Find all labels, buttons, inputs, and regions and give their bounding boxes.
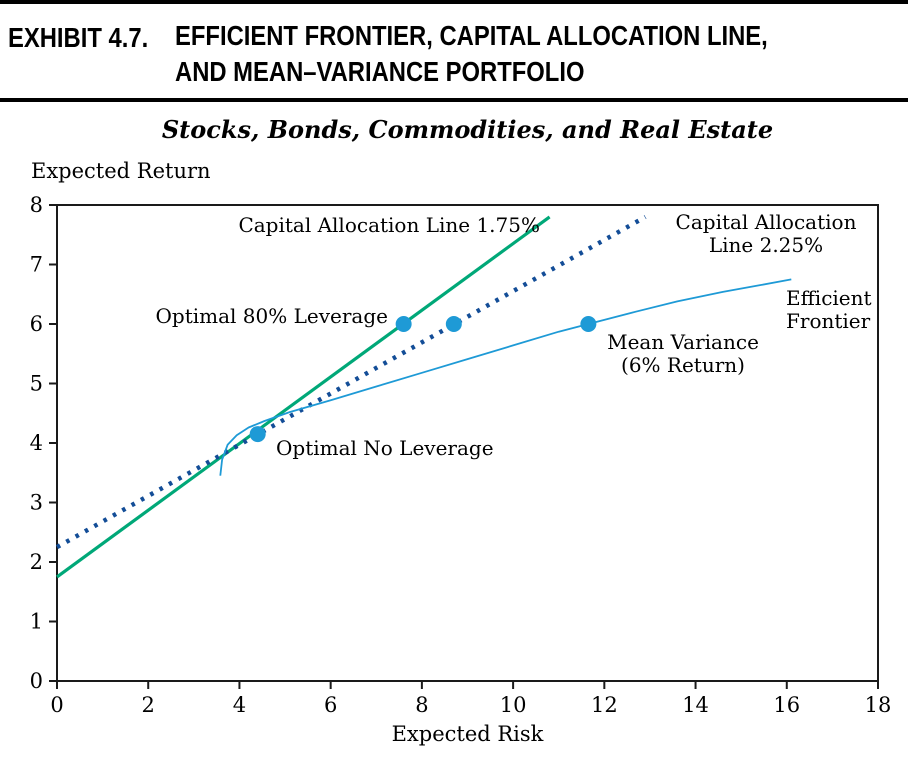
header-top-rule: [0, 0, 908, 4]
exhibit-title: EFFICIENT FRONTIER, CAPITAL ALLOCATION L…: [175, 18, 768, 90]
exhibit-number: EXHIBIT 4.7.: [8, 22, 149, 53]
x-tick-label: 6: [324, 693, 337, 717]
y-tick-label: 7: [30, 253, 43, 277]
label-capital-allocation-line-225: Capital Allocation Line 2.25%: [675, 210, 857, 258]
header-bottom-rule: [0, 98, 908, 102]
x-tick-label: 16: [773, 693, 800, 717]
data-point-marker: [445, 316, 462, 332]
y-axis-title: Expected Return: [31, 159, 211, 183]
y-tick-label: 1: [30, 610, 43, 634]
label-mean-variance: Mean Variance (6% Return): [607, 330, 759, 378]
y-tick-label: 0: [30, 669, 43, 693]
y-tick-label: 6: [30, 312, 43, 336]
label-efficient-frontier: Efficient Frontier: [786, 286, 872, 334]
x-tick-label: 0: [50, 693, 63, 717]
x-tick-label: 4: [233, 693, 246, 717]
x-tick-label: 12: [591, 693, 618, 717]
series-capital-allocation-line-1-75-: [56, 215, 551, 579]
exhibit-title-line2: AND MEAN–VARIANCE PORTFOLIO: [175, 56, 585, 87]
data-point-marker: [580, 316, 597, 332]
y-tick-label: 8: [30, 193, 43, 217]
x-tick-label: 14: [682, 693, 709, 717]
y-tick-label: 4: [30, 431, 43, 455]
series-efficient-frontier: [219, 278, 792, 476]
x-tick-label: 8: [415, 693, 428, 717]
data-point-marker: [249, 426, 266, 443]
y-tick-label: 5: [30, 372, 43, 396]
series-capital-allocation-line-2-25-: [55, 214, 647, 550]
x-axis-title: Expected Risk: [391, 722, 544, 746]
y-tick-label: 2: [30, 550, 43, 574]
y-tick-label: 3: [30, 491, 43, 515]
x-tick-label: 18: [865, 693, 892, 717]
x-tick-label: 10: [500, 693, 527, 717]
x-tick-label: 2: [142, 693, 155, 717]
label-optimal-80-leverage: Optimal 80% Leverage: [155, 304, 388, 328]
exhibit-title-line1: EFFICIENT FRONTIER, CAPITAL ALLOCATION L…: [175, 20, 768, 51]
label-capital-allocation-line-175: Capital Allocation Line 1.75%: [238, 213, 540, 237]
chart-subtitle: Stocks, Bonds, Commodities, and Real Est…: [161, 115, 774, 144]
data-point-marker: [395, 316, 412, 332]
label-optimal-no-leverage: Optimal No Leverage: [276, 436, 494, 460]
